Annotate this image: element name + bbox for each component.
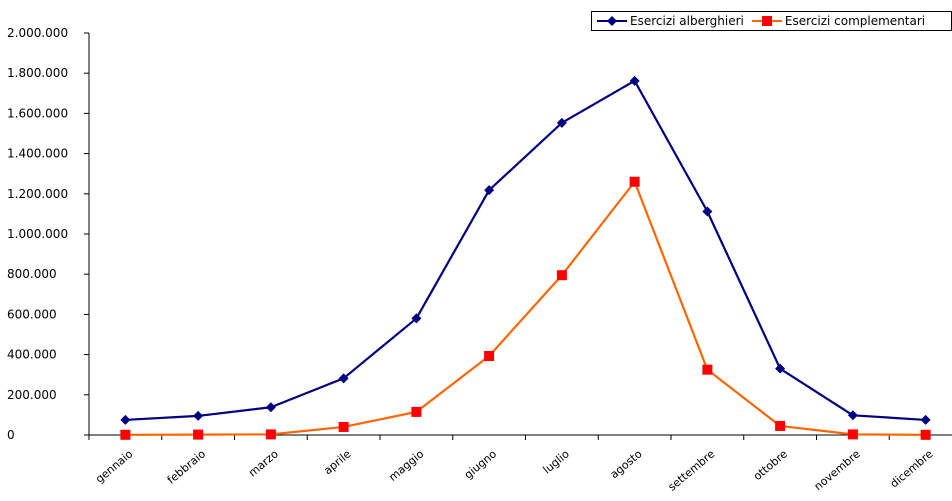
x-tick-label: marzo: [246, 447, 281, 479]
legend-label-alberghieri: Esercizi alberghieri: [630, 14, 744, 28]
y-tick-label: 1.200.000: [7, 187, 68, 201]
y-tick-label: 800.000: [7, 267, 57, 281]
x-tick-label: gennaio: [93, 447, 135, 486]
series-line: [125, 180, 926, 436]
data-point: [338, 421, 349, 432]
x-axis-ticks: gennaio febbraio marzo aprile maggio giugno lu…: [88, 435, 936, 494]
x-tick-label: settembre: [666, 447, 718, 494]
x-tick-label: giugno: [462, 447, 499, 481]
data-point: [629, 75, 640, 86]
x-tick-label: ottobre: [751, 447, 790, 483]
y-tick-label: 400.000: [7, 348, 57, 362]
x-tick-label: agosto: [608, 447, 645, 481]
y-tick-label: 1.600.000: [7, 106, 68, 120]
axes: [88, 33, 952, 436]
legend-label-complementari: Esercizi complementari: [784, 14, 926, 28]
data-point: [702, 364, 713, 375]
legend: Esercizi alberghieri Esercizi complement…: [591, 11, 952, 31]
x-tick-label: novembre: [812, 447, 863, 493]
data-point: [120, 429, 131, 440]
data-point: [920, 429, 931, 440]
y-tick-label: 0: [7, 428, 15, 442]
x-tick-label: febbraio: [165, 447, 209, 486]
series-2: [120, 176, 931, 440]
y-tick-label: 600.000: [7, 307, 57, 321]
data-point: [775, 420, 786, 431]
y-axis-ticks: 0 200.000 400.000 600.000 800.000 1.000.000 1.…: [7, 26, 89, 442]
series-layer: [120, 75, 931, 440]
legend-item-complementari: Esercizi complementari: [751, 14, 926, 28]
y-tick-label: 200.000: [7, 388, 57, 402]
y-tick-label: 1.400.000: [7, 147, 68, 161]
legend-item-alberghieri: Esercizi alberghieri: [597, 14, 744, 28]
data-point: [265, 429, 276, 440]
data-point: [556, 270, 567, 281]
y-tick-label: 1.800.000: [7, 66, 68, 80]
y-tick-label: 1.000.000: [7, 227, 68, 241]
legend-marker-alberghieri: [597, 16, 627, 26]
x-tick-label: aprile: [321, 447, 353, 477]
x-tick-label: maggio: [386, 447, 426, 484]
data-point: [556, 117, 567, 128]
data-point: [484, 351, 495, 362]
data-point: [702, 206, 713, 217]
data-point: [775, 363, 786, 374]
data-point: [847, 429, 858, 440]
series-line: [125, 79, 926, 422]
series-1: [120, 75, 931, 425]
x-tick-label: dicembre: [888, 447, 936, 490]
data-point: [193, 410, 204, 421]
data-point: [265, 402, 276, 413]
data-point: [193, 429, 204, 440]
data-point: [629, 176, 640, 187]
y-tick-label: 2.000.000: [7, 26, 68, 40]
data-point: [338, 373, 349, 384]
data-point: [411, 313, 422, 324]
data-point: [411, 406, 422, 417]
data-point: [920, 414, 931, 425]
data-point: [847, 410, 858, 421]
legend-marker-complementari: [751, 16, 782, 26]
x-tick-label: luglio: [541, 447, 572, 476]
data-point: [120, 414, 131, 425]
data-point: [484, 185, 495, 196]
